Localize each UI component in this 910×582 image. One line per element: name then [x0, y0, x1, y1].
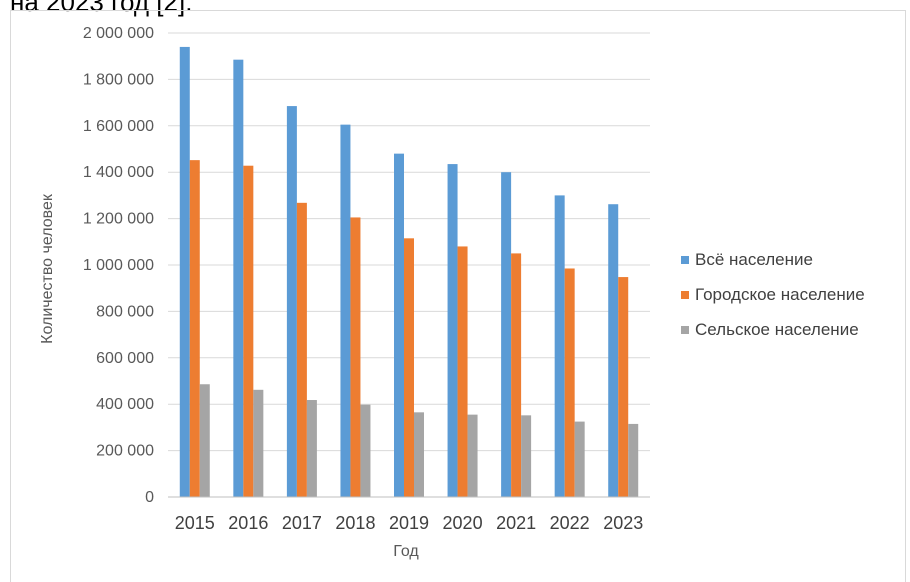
legend-entry: Всё население	[695, 250, 813, 269]
bar-1-2020	[447, 164, 458, 497]
y-tick-label: 200 000	[96, 443, 154, 460]
bar-1-2016	[233, 59, 244, 498]
bar-3-2021	[521, 415, 532, 497]
y-tick-label: 1 600 000	[83, 118, 154, 135]
bar-1-2018	[340, 124, 351, 497]
x-tick-label: 2019	[389, 513, 429, 533]
bar-3-2019	[414, 412, 424, 497]
y-tick-label: 1 200 000	[83, 211, 154, 228]
bar-1-2019	[394, 153, 404, 497]
bar-1-2017	[286, 106, 297, 497]
y-tick-label: 1 800 000	[83, 71, 154, 88]
x-tick-label: 2020	[443, 513, 483, 533]
legend-entry: Городское население	[695, 285, 865, 304]
y-axis-label: Количество человек	[39, 193, 56, 344]
x-tick-label: 2022	[550, 513, 590, 533]
legend-entry: Сельское население	[695, 320, 859, 339]
x-tick-label: 2015	[175, 513, 215, 533]
legend: Всё население Городское население Сельское…	[681, 250, 865, 339]
x-tick-label: 2021	[496, 513, 536, 533]
bar-2-2016	[243, 165, 254, 498]
x-axis-ticks: 2015 2016 2017 2018 2019 2020 2021 2022 2023	[175, 513, 643, 533]
y-tick-label: 400 000	[96, 396, 154, 413]
x-tick-label: 2016	[228, 513, 268, 533]
legend-swatch	[681, 291, 689, 299]
y-tick-label: 800 000	[96, 303, 154, 320]
bar-3-2022	[574, 421, 585, 497]
bar-2-2020	[457, 246, 468, 497]
bars	[179, 46, 639, 498]
bar-2-2021	[511, 253, 522, 497]
bar-3-2023	[628, 423, 639, 497]
bar-2-2022	[564, 268, 575, 497]
bar-2-2015	[189, 160, 200, 498]
bar-1-2023	[608, 204, 619, 497]
x-tick-label: 2018	[335, 513, 375, 533]
bar-2-2017	[296, 202, 307, 497]
y-tick-label: 2 000 000	[83, 25, 154, 42]
legend-swatch	[681, 326, 689, 334]
bar-3-2017	[306, 400, 317, 497]
bar-3-2016	[253, 389, 264, 497]
page-caption: на 2023 год [2].	[10, 0, 193, 17]
bar-1-2021	[501, 172, 512, 497]
legend-swatch	[681, 256, 689, 264]
bar-3-2018	[360, 404, 371, 497]
bar-3-2015	[199, 384, 210, 497]
y-tick-label: 1 400 000	[83, 164, 154, 181]
bar-1-2022	[554, 195, 565, 497]
bar-3-2020	[467, 414, 478, 497]
y-tick-label: 1 000 000	[83, 257, 154, 274]
chart-frame	[10, 10, 906, 582]
bar-2-2023	[618, 277, 629, 497]
x-tick-label: 2017	[282, 513, 322, 533]
x-tick-label: 2023	[603, 513, 643, 533]
bar-2-2019	[404, 238, 414, 497]
y-tick-label: 0	[145, 489, 154, 506]
bar-2-2018	[350, 217, 361, 497]
bar-1-2015	[179, 46, 190, 498]
y-axis-ticks: 0 200 000 400 000 600 000 800 000 1 000 000 1 …	[83, 25, 154, 506]
x-axis-label: Год	[393, 543, 419, 560]
y-tick-label: 600 000	[96, 350, 154, 367]
